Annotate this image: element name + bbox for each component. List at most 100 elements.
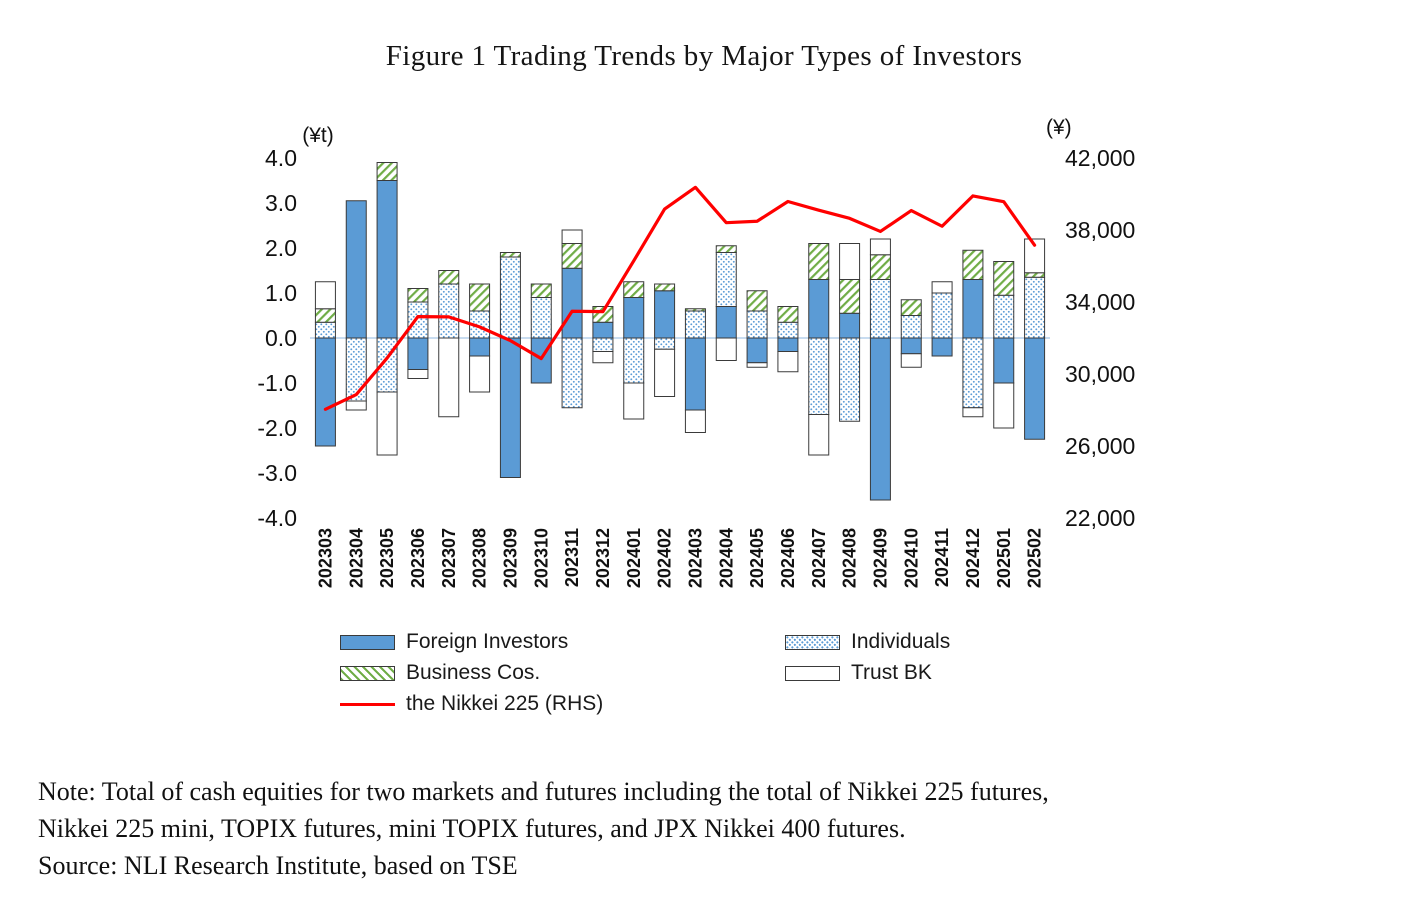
bar-segment [839,312,861,339]
x-tick-label: 202406 [778,528,798,588]
bar-segment [314,281,336,310]
bar-segment [376,391,398,456]
bar-segment [777,337,799,352]
x-tick-label: 202306 [408,528,428,588]
bar-segment [808,243,830,280]
left-axis-tick-label: -4.0 [257,505,297,531]
bar-segment [931,281,953,294]
legend-item-trust-bk: Trust BK [785,661,932,685]
x-tick-label: 202304 [346,528,366,588]
x-tick-label: 202308 [470,528,490,588]
individuals-swatch-icon [785,634,840,650]
bar-segment [561,229,583,244]
bar-segment [1024,337,1046,440]
bar-segment [654,290,676,339]
bar-segment [376,180,398,339]
legend-label: Individuals [851,630,951,653]
legend-item-foreign-investors: Foreign Investors [340,630,568,654]
x-tick-label: 202411 [932,528,952,587]
bar-segment [499,256,521,339]
bar-segment [469,355,491,393]
bar-segment [993,294,1015,339]
right-axis-tick-label: 30,000 [1065,361,1135,387]
bar-segment [684,308,706,312]
x-tick-label: 202412 [963,528,983,588]
bar-segment [746,362,768,368]
bar-segment [469,337,491,357]
bar-segment [561,267,583,339]
x-tick-label: 202409 [870,528,890,588]
bar-segment [777,351,799,373]
bars-layer [314,162,1046,501]
x-tick-label: 202311 [562,528,582,587]
x-tick-label: 202404 [716,528,736,588]
left-axis-tick-label: -2.0 [257,415,297,441]
legend-label: Trust BK [851,661,932,684]
left-axis-ticks: 4.0 3.0 2.0 1.0 0.0 -1.0 -2.0 -3.0 -4.0 [257,145,297,531]
x-axis-ticks: 202303 202304 202305 202306 202307 202308 2023… [315,528,1044,588]
bar-segment [808,414,830,456]
bar-segment [777,321,799,339]
chart-legend: Foreign Investors Individuals Business C… [0,628,1408,733]
bar-segment [684,337,706,411]
bar-segment [808,337,830,415]
x-tick-label: 202303 [315,528,335,588]
foreign-investors-swatch-icon [340,634,395,650]
x-tick-label: 202309 [500,528,520,588]
bar-segment [715,252,737,307]
bar-segment [469,283,491,312]
right-axis-tick-label: 38,000 [1065,217,1135,243]
x-tick-label: 202408 [840,528,860,588]
bar-segment [746,290,768,312]
x-tick-label: 202401 [624,528,644,588]
x-tick-label: 202501 [994,528,1014,588]
bar-segment [869,254,891,280]
figure-title: Figure 1 Trading Trends by Major Types o… [385,40,1023,72]
bar-segment [839,279,861,314]
bar-segment [592,321,614,339]
bar-segment [962,249,984,280]
bar-segment [1024,272,1046,278]
left-axis-tick-label: 0.0 [265,325,297,351]
bar-segment [1024,238,1046,274]
x-tick-label: 202410 [901,528,921,588]
bar-segment [931,292,953,339]
note-line-3: Source: NLI Research Institute, based on… [38,851,518,880]
bar-segment [839,337,861,422]
bar-segment [530,297,552,339]
legend-label: the Nikkei 225 (RHS) [406,692,604,715]
x-tick-label: 202402 [655,528,675,588]
bar-segment [407,337,429,370]
right-axis-tick-label: 22,000 [1065,505,1135,531]
bar-segment [746,310,768,339]
bar-segment [1024,276,1046,339]
nikkei-line-swatch-icon [340,702,395,706]
bar-segment [345,200,367,339]
bar-segment [654,283,676,292]
bar-segment [561,337,583,409]
legend-item-business-cos: Business Cos. [340,661,540,685]
bar-segment [623,281,645,298]
legend-item-individuals: Individuals [785,630,950,654]
legend-label: Business Cos. [406,661,541,684]
bar-segment [438,270,460,285]
bar-segment [869,337,891,501]
bar-segment [530,283,552,298]
bar-segment [900,299,922,316]
bar-segment [345,337,367,402]
nikkei-line [323,185,1037,411]
bar-segment [900,337,922,355]
bar-segment [654,337,676,350]
bar-segment [777,306,799,323]
bar-segment [407,369,429,379]
business-cos-swatch-icon [340,665,395,681]
trust-bk-swatch-icon [785,665,840,681]
bar-segment [314,308,336,323]
bar-segment [407,301,429,339]
bar-segment [715,306,737,339]
legend-label: Foreign Investors [406,630,569,653]
bar-segment [684,409,706,433]
bar-segment [962,337,984,409]
chart-area: (¥t) (¥) 4.0 3.0 2.0 1.0 0.0 -1.0 -2.0 -3.0 -4.0 42… [0,78,1408,733]
bar-segment [962,279,984,339]
